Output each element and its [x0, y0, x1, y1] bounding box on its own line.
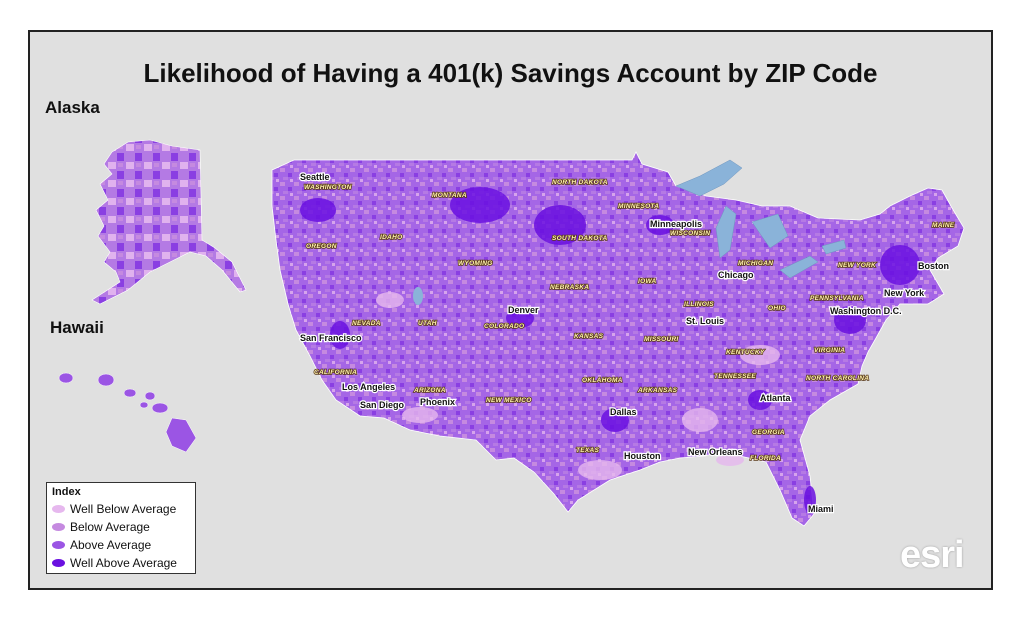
state-label: ARIZONA [413, 387, 446, 394]
state-label: SOUTH DAKOTA [552, 235, 607, 242]
state-label: VIRGINIA [814, 347, 845, 354]
state-label: MONTANA [432, 192, 467, 199]
state-label: NORTH CAROLINA [806, 375, 869, 382]
state-label: MAINE [932, 222, 955, 229]
legend-swatch [52, 559, 65, 567]
legend-label: Well Below Average [70, 502, 177, 516]
great-lakes [675, 159, 847, 279]
city-label-houston: Houston [624, 451, 661, 461]
state-label: KENTUCKY [726, 349, 765, 356]
city-label-phoenix: Phoenix [420, 397, 455, 407]
legend-item: Well Below Average [52, 500, 190, 518]
state-label: ARKANSAS [637, 387, 678, 394]
city-label-chicago: Chicago [718, 270, 754, 280]
state-label: NORTH DAKOTA [552, 179, 608, 186]
state-label: OKLAHOMA [582, 377, 623, 384]
map-title: Likelihood of Having a 401(k) Savings Ac… [143, 58, 878, 88]
state-label: WASHINGTON [304, 184, 352, 191]
state-label: TEXAS [576, 447, 600, 454]
legend-item: Well Above Average [52, 554, 190, 572]
city-label-new-orleans: New Orleans [688, 447, 743, 457]
city-label-atlanta: Atlanta [760, 393, 791, 403]
state-label: IDAHO [380, 234, 402, 241]
state-label: NEW YORK [838, 262, 877, 269]
state-label: NEVADA [352, 320, 381, 327]
legend-title: Index [52, 486, 81, 498]
legend-swatch [52, 541, 65, 549]
city-label-san-francisco: San Francisco [300, 333, 362, 343]
city-label-los-angeles: Los Angeles [342, 382, 395, 392]
state-label: OHIO [768, 305, 786, 312]
state-label: OREGON [306, 243, 337, 250]
alaska-label: Alaska [45, 98, 100, 117]
great-salt-lake [413, 287, 423, 305]
city-label-dallas: Dallas [610, 407, 637, 417]
state-label: TENNESSEE [714, 373, 756, 380]
legend-item: Above Average [52, 536, 190, 554]
legend-swatch [52, 523, 65, 531]
state-label: NEW MEXICO [486, 397, 532, 404]
state-label: COLORADO [484, 323, 524, 330]
city-labels: Seattle Minneapolis Boston Chicago New Y… [299, 171, 950, 515]
city-label-seattle: Seattle [300, 172, 330, 182]
state-label: MICHIGAN [738, 260, 773, 267]
state-label: IOWA [638, 278, 657, 285]
state-label: FLORIDA [750, 455, 781, 462]
state-label: MINNESOTA [618, 203, 659, 210]
city-label-washington-dc: Washington D.C. [830, 306, 902, 316]
city-label-miami: Miami [808, 504, 834, 514]
state-label: UTAH [418, 320, 437, 327]
legend-item: Below Average [52, 518, 190, 536]
legend-swatch [52, 505, 65, 513]
hawaii-label: Hawaii [50, 318, 104, 337]
city-label-minneapolis: Minneapolis [650, 219, 702, 229]
esri-logo: esri [900, 534, 965, 576]
state-label: PENNSYLVANIA [810, 295, 864, 302]
state-label: CALIFORNIA [314, 369, 357, 376]
state-label: WISCONSIN [670, 230, 710, 237]
state-label: GEORGIA [752, 429, 785, 436]
legend: Index Well Below Average Below Average A… [46, 482, 196, 574]
state-label: WYOMING [458, 260, 493, 267]
legend-label: Well Above Average [70, 556, 177, 570]
contiguous-us-shape [271, 151, 965, 527]
city-label-san-diego: San Diego [360, 400, 405, 410]
legend-label: Below Average [70, 520, 150, 534]
city-label-denver: Denver [508, 305, 539, 315]
state-labels: WASHINGTON MONTANA NORTH DAKOTA MINNESOT… [303, 178, 955, 463]
city-label-st-louis: St. Louis [686, 316, 724, 326]
state-label: KANSAS [574, 333, 604, 340]
state-label: MISSOURI [644, 336, 679, 343]
state-label: NEBRASKA [550, 284, 589, 291]
hawaii-islands [58, 372, 197, 453]
legend-label: Above Average [70, 538, 152, 552]
alaska-shape [91, 139, 247, 305]
state-label: ILLINOIS [684, 301, 714, 308]
city-label-boston: Boston [918, 261, 949, 271]
city-label-new-york: New York [884, 288, 925, 298]
